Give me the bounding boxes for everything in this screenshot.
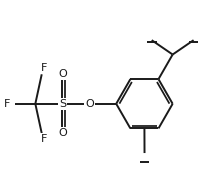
Text: F: F	[4, 99, 10, 109]
Text: O: O	[58, 128, 67, 138]
Text: O: O	[58, 69, 67, 79]
Text: F: F	[41, 134, 47, 144]
Text: F: F	[41, 63, 47, 73]
Text: S: S	[59, 99, 66, 109]
Text: O: O	[85, 99, 94, 109]
